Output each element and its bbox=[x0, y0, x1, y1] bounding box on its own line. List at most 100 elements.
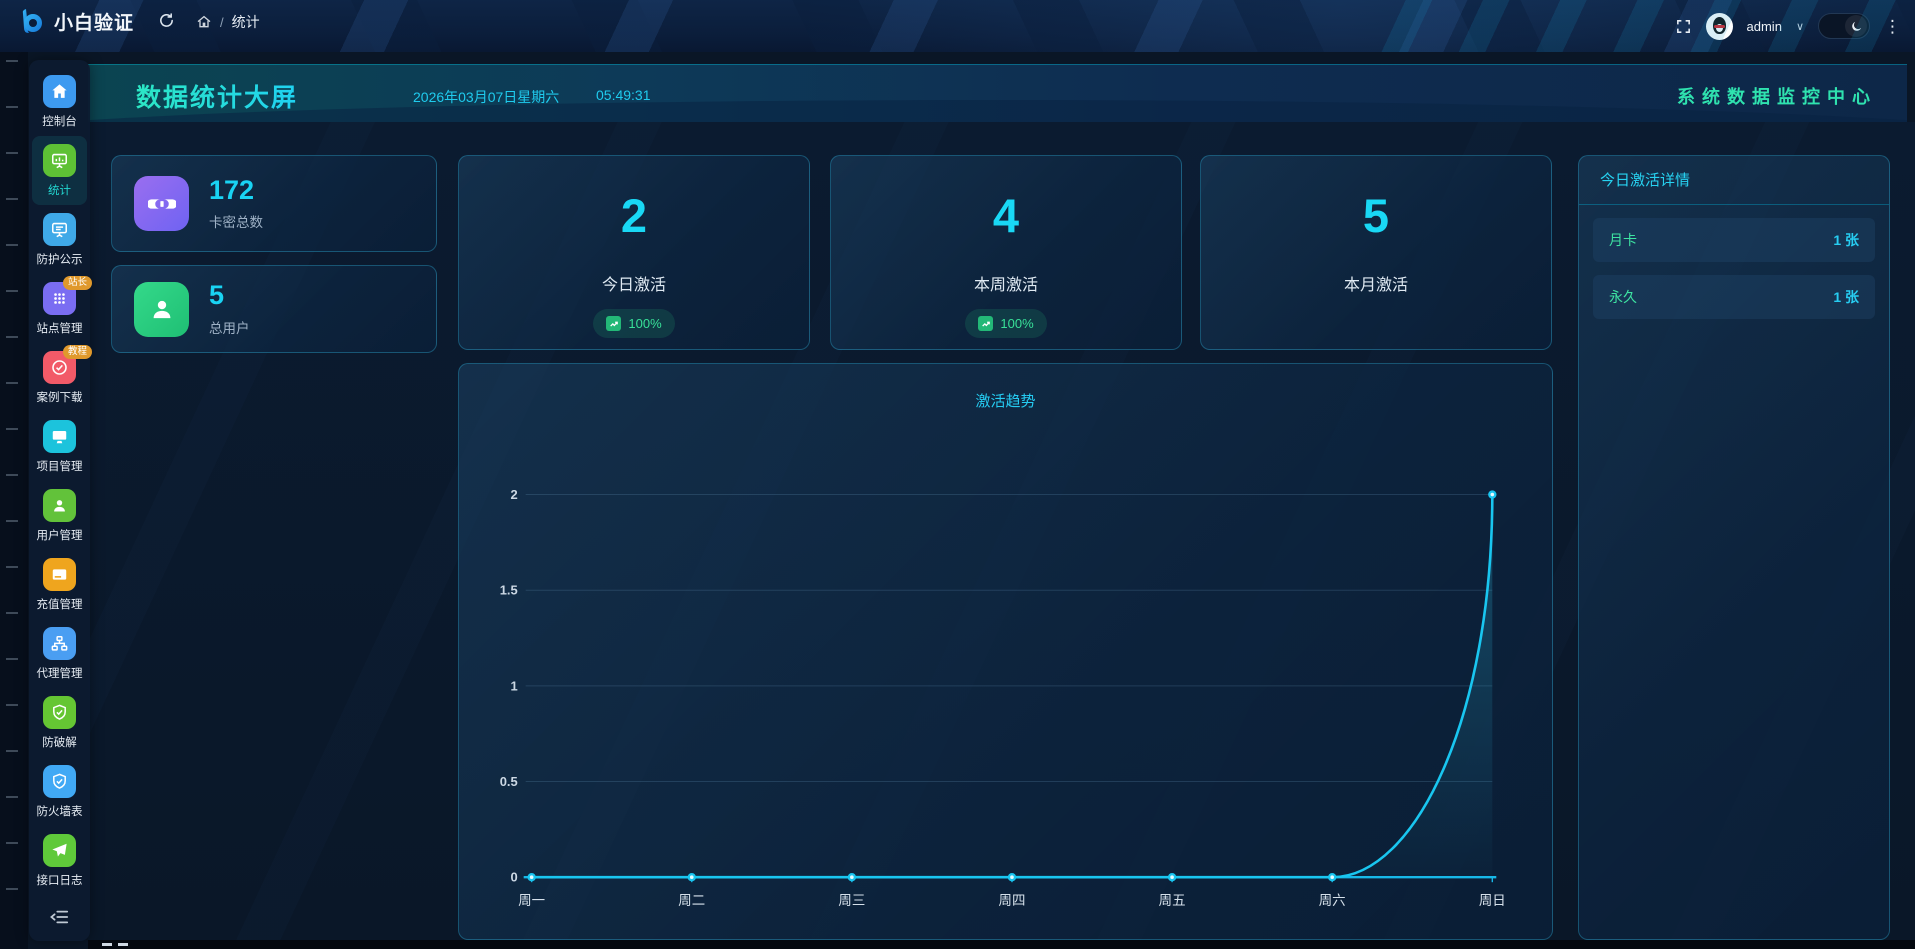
monitor-icon bbox=[43, 419, 76, 453]
panel-title: 今日激活详情 bbox=[1579, 156, 1889, 205]
page-title: 数据统计大屏 bbox=[136, 78, 298, 114]
header-subtitle: 系统数据监控中心 bbox=[1677, 87, 1877, 107]
today-activation-detail-panel: 今日激活详情 月卡 1 张 永久 1 张 bbox=[1578, 155, 1890, 940]
sidebar-item-label: 项目管理 bbox=[36, 460, 83, 473]
stat-card-today-activations: 2 今日激活 100% bbox=[458, 155, 810, 350]
left-edge-ruler bbox=[0, 0, 28, 949]
sidebar-item-label: 代理管理 bbox=[36, 667, 83, 680]
detail-row[interactable]: 月卡 1 张 bbox=[1593, 218, 1875, 262]
svg-text:1.5: 1.5 bbox=[500, 583, 518, 598]
chart-title: 激活趋势 bbox=[975, 393, 1036, 410]
brand[interactable]: 小白验证 bbox=[16, 6, 134, 36]
ticket-icon bbox=[134, 176, 189, 231]
refresh-icon[interactable] bbox=[158, 12, 175, 29]
stat-value: 5 bbox=[1362, 189, 1390, 242]
percent-value: 100% bbox=[1000, 316, 1034, 331]
sidebar-item-badge: 站长 bbox=[62, 276, 92, 291]
brand-name: 小白验证 bbox=[54, 12, 135, 34]
home-icon[interactable] bbox=[196, 14, 212, 30]
stat-value: 172 bbox=[209, 174, 255, 205]
card-count: 1 张 bbox=[1833, 232, 1859, 248]
home-icon bbox=[43, 74, 76, 108]
stat-card-total-users: 5 总用户 bbox=[111, 265, 437, 353]
page-header: 数据统计大屏 2026年03月07日星期六 05:49:31 系统数据监控中心 bbox=[88, 64, 1907, 122]
sidebar-item-case-download[interactable]: 教程 案例下载 bbox=[29, 343, 92, 412]
svg-text:周日: 周日 bbox=[1479, 893, 1506, 908]
svg-text:周一: 周一 bbox=[518, 893, 545, 908]
sidebar-item-users[interactable]: 用户管理 bbox=[29, 481, 90, 550]
paper-plane-icon bbox=[43, 833, 76, 867]
header-time: 05:49:31 bbox=[596, 87, 651, 103]
user-icon bbox=[134, 281, 189, 337]
sidebar-collapse-icon[interactable] bbox=[49, 908, 71, 931]
trend-up-icon bbox=[978, 316, 994, 331]
card-count: 1 张 bbox=[1833, 289, 1859, 305]
svg-text:周六: 周六 bbox=[1319, 893, 1346, 908]
kebab-menu-icon[interactable]: ⋮ bbox=[1884, 16, 1901, 36]
svg-text:0.5: 0.5 bbox=[500, 774, 518, 789]
activation-trend-chart-card: 激活趋势 0 0.5 1 1.5 2 周一 周二 周三 周四 周五 周六 周日 bbox=[458, 363, 1553, 940]
sidebar-item-stats[interactable]: 统计 bbox=[32, 136, 87, 205]
header-date: 2026年03月07日星期六 bbox=[413, 89, 560, 105]
stat-label: 本月激活 bbox=[1343, 277, 1408, 294]
sidebar-item-protection-notice[interactable]: 防护公示 bbox=[29, 205, 90, 274]
stat-label: 本周激活 bbox=[973, 277, 1038, 294]
svg-text:周五: 周五 bbox=[1159, 893, 1186, 908]
shield-check-icon bbox=[43, 695, 76, 729]
bottom-strip bbox=[88, 940, 1915, 949]
sidebar-item-label: 站点管理 bbox=[36, 322, 83, 335]
sidebar-item-recharge[interactable]: 充值管理 bbox=[29, 550, 90, 619]
credit-card-icon bbox=[43, 557, 76, 591]
stat-label: 总用户 bbox=[209, 320, 250, 336]
sidebar-item-projects[interactable]: 项目管理 bbox=[29, 412, 90, 481]
sidebar-item-label: 充值管理 bbox=[36, 598, 83, 611]
shield-check-icon bbox=[43, 764, 76, 798]
sidebar-item-label: 接口日志 bbox=[36, 874, 83, 887]
user-icon bbox=[43, 488, 76, 522]
stat-card-month-activations: 5 本月激活 bbox=[1200, 155, 1552, 350]
theme-toggle[interactable] bbox=[1818, 13, 1870, 39]
user-name[interactable]: admin bbox=[1746, 18, 1782, 34]
sidebar-item-anticrack[interactable]: 防破解 bbox=[29, 688, 90, 757]
svg-text:周四: 周四 bbox=[999, 893, 1026, 908]
sidebar-item-label: 案例下载 bbox=[36, 391, 83, 404]
sidebar-item-console[interactable]: 控制台 bbox=[29, 67, 90, 136]
percent-badge: 100% bbox=[965, 309, 1047, 338]
breadcrumb-separator: / bbox=[220, 14, 224, 30]
sidebar-item-label: 控制台 bbox=[42, 115, 77, 128]
moon-icon bbox=[1845, 15, 1867, 37]
stat-label: 今日激活 bbox=[601, 277, 666, 294]
percent-value: 100% bbox=[628, 316, 662, 331]
sidebar: 控制台 统计 防护公示 站长 站点管理 教程 案例下载 bbox=[29, 60, 92, 941]
sidebar-item-label: 统计 bbox=[48, 184, 71, 197]
brand-logo-icon bbox=[22, 9, 42, 33]
board-icon bbox=[43, 212, 76, 246]
svg-text:1: 1 bbox=[510, 678, 517, 693]
card-type: 永久 bbox=[1609, 289, 1637, 305]
avatar[interactable] bbox=[1705, 12, 1733, 40]
chevron-down-icon[interactable]: ∨ bbox=[1795, 20, 1804, 33]
detail-row[interactable]: 永久 1 张 bbox=[1593, 275, 1875, 319]
breadcrumb-item[interactable]: 统计 bbox=[231, 14, 260, 30]
svg-text:2: 2 bbox=[510, 487, 517, 502]
card-type: 月卡 bbox=[1609, 232, 1637, 248]
fullscreen-icon[interactable] bbox=[1675, 18, 1692, 35]
topbar: 小白验证 / 统计 bbox=[0, 0, 1915, 52]
stat-card-total-keys: 172 卡密总数 bbox=[111, 155, 437, 252]
line-chart[interactable]: 0 0.5 1 1.5 2 周一 周二 周三 周四 周五 周六 周日 bbox=[459, 364, 1552, 939]
stat-value: 4 bbox=[992, 189, 1020, 242]
stat-value: 2 bbox=[620, 189, 648, 242]
sidebar-item-api-logs[interactable]: 接口日志 bbox=[29, 826, 90, 895]
percent-badge: 100% bbox=[593, 309, 675, 338]
breadcrumb: / 统计 bbox=[196, 12, 260, 32]
sidebar-item-badge: 教程 bbox=[62, 345, 92, 360]
sidebar-item-sites[interactable]: 站长 站点管理 bbox=[29, 274, 92, 343]
topbar-actions: admin ∨ ⋮ bbox=[1675, 0, 1901, 52]
stat-card-week-activations: 4 本周激活 100% bbox=[830, 155, 1182, 350]
sidebar-item-firewall[interactable]: 防火墙表 bbox=[29, 757, 90, 826]
sidebar-item-label: 防火墙表 bbox=[36, 805, 83, 818]
sidebar-item-agents[interactable]: 代理管理 bbox=[29, 619, 90, 688]
sidebar-item-label: 用户管理 bbox=[36, 529, 83, 542]
svg-text:0: 0 bbox=[510, 870, 517, 885]
